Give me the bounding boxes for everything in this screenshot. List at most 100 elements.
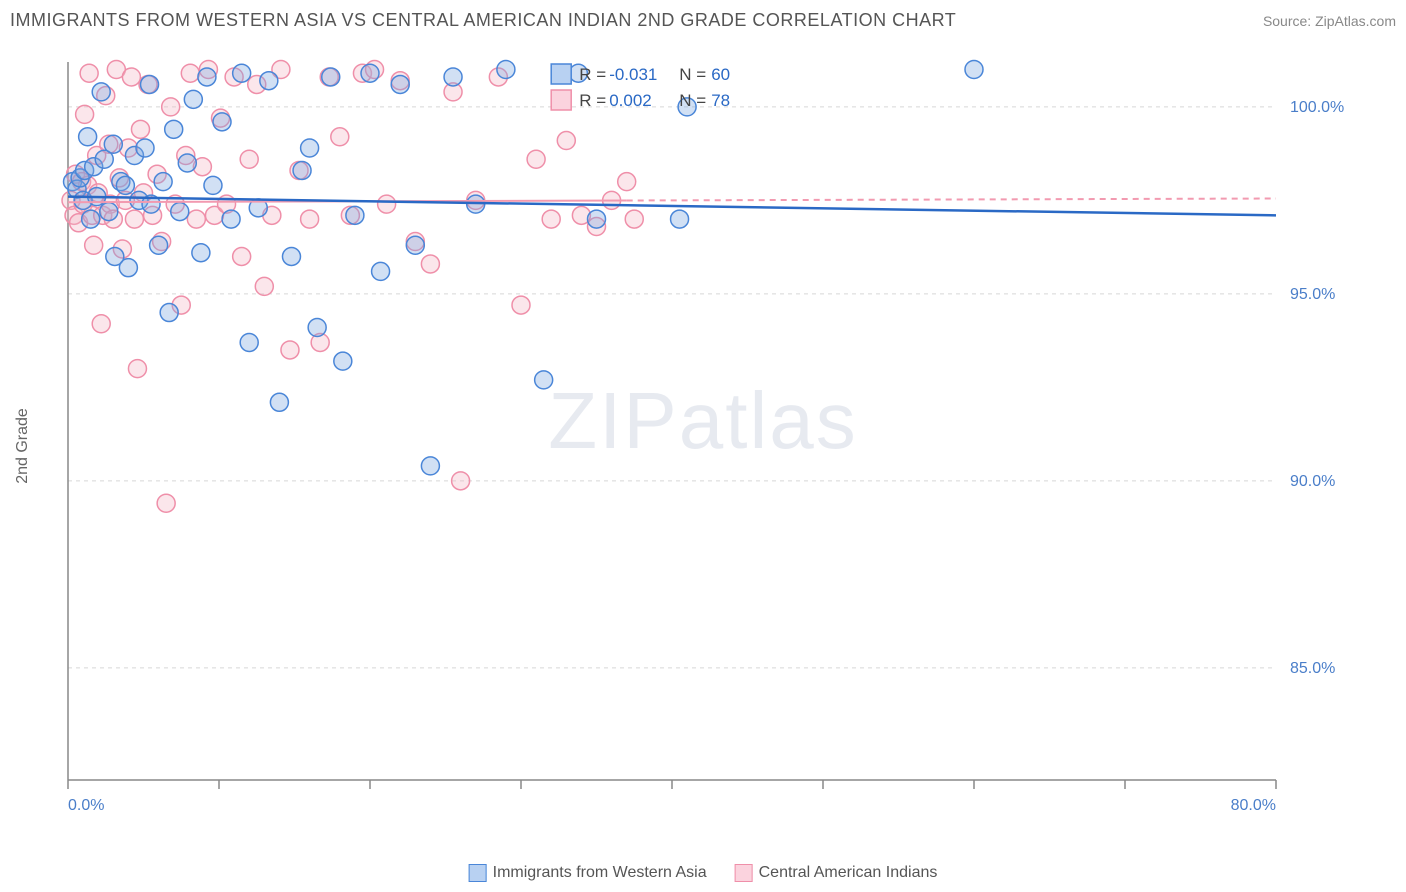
data-point [154, 173, 172, 191]
legend-r-value: 0.002 [609, 91, 652, 110]
legend-n-label: N = [679, 91, 706, 110]
title-bar: IMMIGRANTS FROM WESTERN ASIA VS CENTRAL … [10, 10, 1396, 31]
legend-item-series-2: Central American Indians [735, 864, 938, 882]
data-point [557, 132, 575, 150]
data-point [171, 203, 189, 221]
data-point [162, 98, 180, 116]
data-point [444, 68, 462, 86]
data-point [160, 304, 178, 322]
legend-r-label: R = [579, 91, 606, 110]
source-label: Source: [1263, 13, 1315, 29]
data-point [331, 128, 349, 146]
data-point [372, 262, 390, 280]
data-point [157, 494, 175, 512]
data-point [270, 393, 288, 411]
data-point [240, 150, 258, 168]
data-point [965, 60, 983, 78]
y-tick-label: 95.0% [1290, 286, 1335, 303]
data-point [301, 139, 319, 157]
data-point [122, 68, 140, 86]
data-point [82, 210, 100, 228]
data-point [421, 255, 439, 273]
legend-swatch-1 [469, 864, 487, 882]
source-attribution: Source: ZipAtlas.com [1263, 13, 1396, 29]
data-point [165, 120, 183, 138]
bottom-legend: Immigrants from Western Asia Central Ame… [469, 864, 938, 882]
data-point [204, 176, 222, 194]
legend-item-series-1: Immigrants from Western Asia [469, 864, 707, 882]
data-point [150, 236, 168, 254]
legend-label-1: Immigrants from Western Asia [493, 864, 707, 881]
x-tick-label: 0.0% [68, 797, 104, 814]
data-point [85, 236, 103, 254]
data-point [322, 68, 340, 86]
data-point [92, 83, 110, 101]
legend-label-2: Central American Indians [759, 864, 938, 881]
y-tick-label: 85.0% [1290, 660, 1335, 677]
data-point [542, 210, 560, 228]
y-axis-label: 2nd Grade [14, 408, 32, 484]
data-point [192, 244, 210, 262]
data-point [308, 319, 326, 337]
data-point [187, 210, 205, 228]
data-point [125, 210, 143, 228]
data-point [625, 210, 643, 228]
legend-swatch [551, 64, 571, 84]
data-point [346, 206, 364, 224]
data-point [618, 173, 636, 191]
data-point [80, 64, 98, 82]
data-point [282, 247, 300, 265]
data-point [255, 277, 273, 295]
data-point [301, 210, 319, 228]
data-point [178, 154, 196, 172]
legend-r-label: R = [579, 65, 606, 84]
data-point [452, 472, 470, 490]
y-tick-label: 90.0% [1290, 473, 1335, 490]
source-link[interactable]: ZipAtlas.com [1315, 13, 1396, 29]
legend-swatch-2 [735, 864, 753, 882]
data-point [131, 120, 149, 138]
data-point [334, 352, 352, 370]
data-point [391, 75, 409, 93]
data-point [104, 135, 122, 153]
data-point [588, 210, 606, 228]
data-point [198, 68, 216, 86]
data-point [79, 128, 97, 146]
legend-r-value: -0.031 [609, 65, 657, 84]
data-point [136, 139, 154, 157]
data-point [222, 210, 240, 228]
legend-n-label: N = [679, 65, 706, 84]
legend-n-value: 78 [711, 91, 730, 110]
data-point [406, 236, 424, 254]
regression-line-pink-dashed [627, 198, 1276, 200]
data-point [116, 176, 134, 194]
data-point [671, 210, 689, 228]
data-point [378, 195, 396, 213]
data-point [233, 64, 251, 82]
data-point [76, 105, 94, 123]
plot-area: 85.0% 90.0% 95.0% 100.0% 0.0% 80.0% R =-0.031 N… [60, 50, 1346, 822]
data-point [281, 341, 299, 359]
data-point [512, 296, 530, 314]
data-point [497, 60, 515, 78]
data-point [293, 161, 311, 179]
legend-swatch [551, 90, 571, 110]
data-point [240, 333, 258, 351]
data-point [141, 75, 159, 93]
data-point [213, 113, 231, 131]
y-tick-label: 100.0% [1290, 99, 1344, 116]
data-point [181, 64, 199, 82]
data-point [184, 90, 202, 108]
data-point [233, 247, 251, 265]
data-point [119, 259, 137, 277]
chart-title: IMMIGRANTS FROM WESTERN ASIA VS CENTRAL … [10, 10, 956, 31]
legend-n-value: 60 [711, 65, 730, 84]
data-point [92, 315, 110, 333]
data-point [100, 203, 118, 221]
data-point [361, 64, 379, 82]
data-point [527, 150, 545, 168]
data-point [260, 72, 278, 90]
x-tick-label: 80.0% [1231, 797, 1276, 814]
data-point [128, 360, 146, 378]
data-point [421, 457, 439, 475]
